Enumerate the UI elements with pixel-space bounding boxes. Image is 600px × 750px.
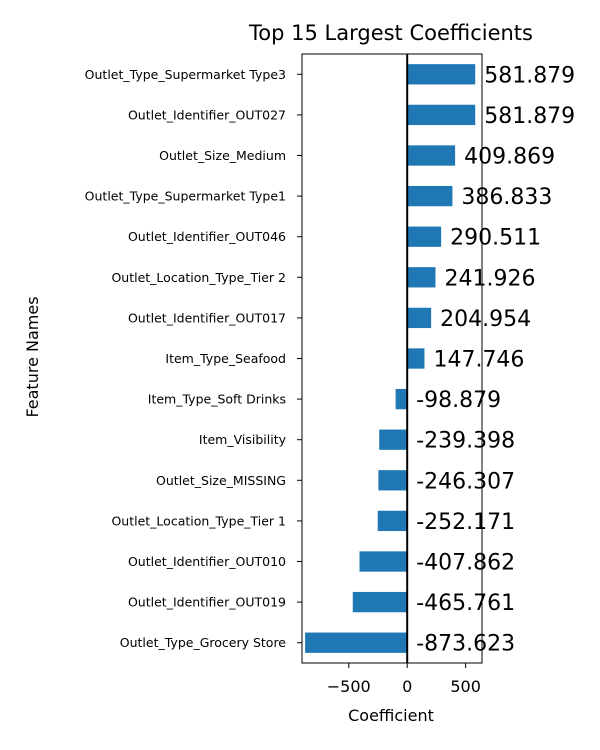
- y-tick-label: Item_Type_Seafood: [165, 351, 286, 366]
- bar: [377, 510, 408, 532]
- y-tick-label: Outlet_Location_Type_Tier 1: [111, 513, 286, 528]
- y-tick-label: Outlet_Type_Supermarket Type1: [85, 189, 286, 204]
- y-tick-label: Outlet_Identifier_OUT010: [128, 554, 286, 569]
- y-tick-label: Outlet_Type_Grocery Store: [120, 635, 287, 650]
- bar: [407, 185, 453, 207]
- value-label: 581.879: [484, 63, 575, 88]
- y-tick-label: Outlet_Identifier_OUT017: [128, 310, 286, 325]
- value-label: 581.879: [484, 104, 575, 129]
- value-label: -246.307: [416, 469, 515, 494]
- value-label: -239.398: [416, 429, 515, 454]
- x-tick-label: −500: [327, 677, 371, 696]
- bar: [407, 226, 442, 247]
- bar: [407, 145, 456, 166]
- bar: [407, 64, 476, 85]
- value-label: -252.171: [416, 510, 515, 535]
- value-label: 290.511: [450, 226, 541, 251]
- y-tick-label: Outlet_Size_MISSING: [156, 473, 286, 488]
- y-tick-label: Outlet_Size_Medium: [159, 148, 286, 163]
- y-tick-label: Item_Visibility: [199, 432, 287, 447]
- value-label: 204.954: [440, 307, 531, 332]
- y-tick-label: Outlet_Location_Type_Tier 2: [111, 270, 286, 285]
- bar: [407, 348, 425, 369]
- value-label: 409.869: [464, 145, 555, 170]
- bar: [407, 307, 432, 329]
- bar: [359, 551, 408, 572]
- value-label: 241.926: [444, 266, 535, 291]
- bar: [395, 388, 408, 410]
- bar: [407, 267, 436, 288]
- value-label: -465.761: [416, 591, 515, 616]
- value-label: -873.623: [416, 632, 515, 657]
- value-label: 386.833: [461, 185, 552, 210]
- value-label: -407.862: [416, 551, 515, 576]
- bar: [379, 429, 408, 450]
- y-tick-label: Outlet_Identifier_OUT046: [128, 229, 286, 244]
- bar: [407, 104, 476, 126]
- y-tick-label: Outlet_Type_Supermarket Type3: [85, 67, 286, 82]
- chart-title: Top 15 Largest Coefficients: [248, 21, 533, 45]
- bar: [378, 470, 408, 491]
- y-axis-label: Feature Names: [23, 296, 42, 417]
- value-label: 147.746: [433, 348, 524, 373]
- value-label: -98.879: [416, 388, 501, 413]
- y-tick-label: Item_Type_Soft Drinks: [148, 392, 286, 407]
- bar: [305, 632, 408, 653]
- y-tick-label: Outlet_Identifier_OUT019: [128, 595, 286, 610]
- x-axis-label: Coefficient: [348, 706, 434, 725]
- y-tick-label: Outlet_Identifier_OUT027: [128, 107, 286, 122]
- x-tick-label: 0: [402, 677, 412, 696]
- x-tick-label: 500: [450, 677, 481, 696]
- plot-area: Outlet_Type_Supermarket Type3 581.879 Outl…: [85, 53, 575, 696]
- bar: [352, 591, 408, 613]
